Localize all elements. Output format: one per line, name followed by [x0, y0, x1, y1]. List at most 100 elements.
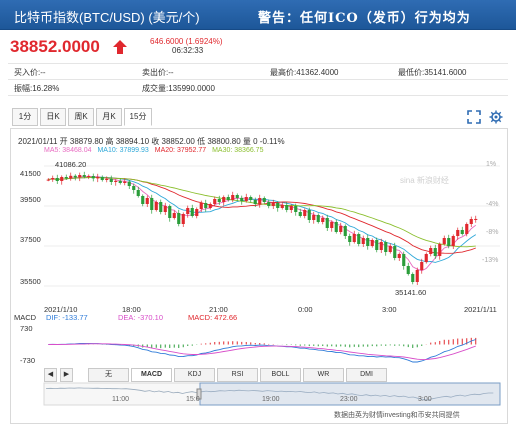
candle[interactable]: [276, 203, 280, 208]
candle[interactable]: [69, 175, 73, 179]
candle[interactable]: [208, 204, 212, 208]
candle[interactable]: [438, 244, 442, 256]
candle[interactable]: [312, 215, 316, 220]
candle[interactable]: [280, 205, 284, 208]
candle[interactable]: [316, 215, 320, 222]
candle[interactable]: [325, 218, 329, 228]
candle[interactable]: [397, 254, 401, 258]
candle[interactable]: [253, 200, 257, 204]
candle[interactable]: [172, 213, 176, 218]
candle[interactable]: [411, 274, 415, 282]
candle[interactable]: [402, 254, 406, 266]
candle[interactable]: [460, 230, 464, 234]
candle[interactable]: [420, 262, 424, 270]
nav-prev-button[interactable]: ◀: [44, 368, 57, 382]
candle[interactable]: [267, 202, 271, 206]
navigator-handle-left[interactable]: [196, 388, 202, 400]
candle[interactable]: [195, 209, 199, 216]
candle[interactable]: [352, 234, 356, 242]
tab-15min[interactable]: 15分: [124, 108, 152, 126]
candle[interactable]: [51, 178, 55, 180]
candle[interactable]: [370, 240, 374, 246]
candle[interactable]: [105, 178, 109, 180]
candle[interactable]: [357, 234, 361, 244]
candle[interactable]: [375, 240, 379, 250]
candle[interactable]: [285, 205, 289, 210]
candle[interactable]: [96, 177, 100, 179]
candle[interactable]: [82, 175, 86, 177]
candle[interactable]: [384, 242, 388, 252]
candle[interactable]: [141, 196, 145, 204]
candle[interactable]: [199, 203, 203, 209]
candle[interactable]: [100, 177, 104, 180]
candle[interactable]: [366, 238, 370, 246]
indicator-tab-kdj[interactable]: KDJ: [174, 368, 215, 382]
candle[interactable]: [114, 180, 118, 182]
candle[interactable]: [204, 203, 208, 208]
candle[interactable]: [78, 175, 82, 178]
candle[interactable]: [334, 222, 338, 232]
candle[interactable]: [456, 230, 460, 236]
candle[interactable]: [168, 206, 172, 218]
candle[interactable]: [343, 226, 347, 236]
candle[interactable]: [127, 181, 131, 186]
candle[interactable]: [150, 198, 154, 210]
candle[interactable]: [321, 218, 325, 222]
candle[interactable]: [226, 197, 230, 200]
candle[interactable]: [433, 248, 437, 256]
candle[interactable]: [240, 198, 244, 201]
candle[interactable]: [222, 197, 226, 202]
settings-icon[interactable]: [489, 110, 503, 124]
tab-monthly[interactable]: 月K: [96, 108, 122, 126]
candle[interactable]: [249, 197, 253, 200]
candle[interactable]: [181, 214, 185, 224]
candle[interactable]: [330, 222, 334, 228]
candle[interactable]: [73, 175, 77, 178]
fullscreen-icon[interactable]: [467, 110, 481, 124]
candle[interactable]: [132, 186, 136, 190]
candle[interactable]: [213, 199, 217, 204]
candle[interactable]: [118, 180, 122, 183]
indicator-tab-macd[interactable]: MACD: [131, 368, 172, 382]
candle[interactable]: [136, 190, 140, 196]
candle[interactable]: [145, 198, 149, 204]
candle[interactable]: [235, 195, 239, 198]
candle[interactable]: [271, 203, 275, 206]
candle[interactable]: [60, 177, 64, 181]
candle[interactable]: [393, 246, 397, 258]
candle[interactable]: [244, 197, 248, 201]
candle[interactable]: [217, 199, 221, 202]
candle[interactable]: [465, 224, 469, 234]
tab-weekly[interactable]: 周K: [68, 108, 94, 126]
candle[interactable]: [55, 178, 59, 181]
candle[interactable]: [87, 176, 91, 177]
candle[interactable]: [46, 179, 50, 181]
candle[interactable]: [159, 202, 163, 212]
candle[interactable]: [154, 202, 158, 210]
indicator-tab-wr[interactable]: WR: [303, 368, 344, 382]
indicator-tab-none[interactable]: 无: [88, 368, 129, 382]
candle[interactable]: [298, 212, 302, 216]
candle[interactable]: [190, 208, 194, 216]
candle[interactable]: [379, 242, 383, 250]
indicator-tab-rsi[interactable]: RSI: [217, 368, 258, 382]
candle[interactable]: [123, 181, 127, 183]
candle[interactable]: [388, 246, 392, 252]
candle[interactable]: [231, 195, 235, 200]
candle[interactable]: [429, 248, 433, 254]
candle[interactable]: [424, 254, 428, 262]
candle[interactable]: [294, 206, 298, 212]
candle[interactable]: [474, 218, 478, 220]
candle[interactable]: [447, 238, 451, 246]
candle[interactable]: [339, 226, 343, 232]
candle[interactable]: [415, 270, 419, 282]
candle[interactable]: [451, 236, 455, 246]
tab-1min[interactable]: 1分: [12, 108, 38, 126]
candle[interactable]: [109, 178, 113, 182]
candle[interactable]: [361, 238, 365, 244]
tab-daily[interactable]: 日K: [40, 108, 66, 126]
nav-next-button[interactable]: ▶: [60, 368, 73, 382]
indicator-tab-boll[interactable]: BOLL: [260, 368, 301, 382]
candle[interactable]: [348, 236, 352, 242]
candle[interactable]: [91, 176, 95, 179]
